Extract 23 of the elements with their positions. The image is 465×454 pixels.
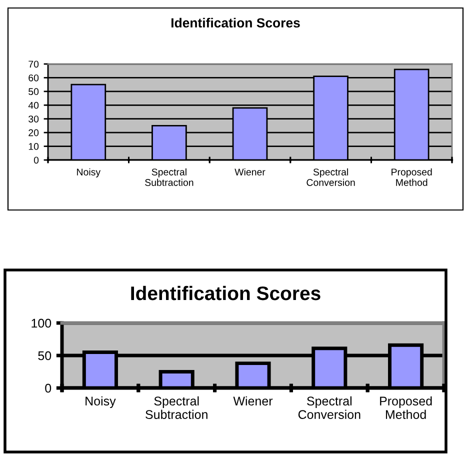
x-tick-label: Spectral Subtraction	[146, 396, 208, 419]
y-tick-label: 50	[28, 88, 39, 96]
x-tick-label: Proposed Method	[392, 168, 432, 186]
x-tick-label: Wiener	[234, 168, 266, 176]
x-tick-label: Proposed Method	[380, 396, 432, 419]
x-tick-label: Noisy	[77, 168, 101, 178]
y-tick-label: 70	[28, 60, 39, 68]
x-tick-label: Noisy	[86, 396, 116, 408]
y-tick-label: 30	[28, 116, 39, 122]
y-tick-label: 60	[28, 74, 39, 82]
chart-title: Identification Scores	[172, 18, 300, 28]
y-tick-label: 0	[45, 384, 52, 393]
y-tick-label: 40	[28, 102, 39, 109]
x-tick-label: Wiener	[233, 396, 273, 406]
y-tick-label: 10	[28, 143, 39, 150]
x-tick-label: Spectral Subtraction	[145, 168, 194, 186]
y-tick-label: 100	[32, 318, 52, 328]
x-tick-label: Spectral Conversion	[306, 168, 355, 186]
chart-title: Identification Scores	[131, 286, 320, 300]
y-tick-label: 20	[28, 129, 39, 136]
x-tick-label: Spectral Conversion	[298, 396, 360, 419]
y-tick-label: 0	[34, 156, 39, 164]
y-tick-label: 50	[38, 351, 52, 360]
